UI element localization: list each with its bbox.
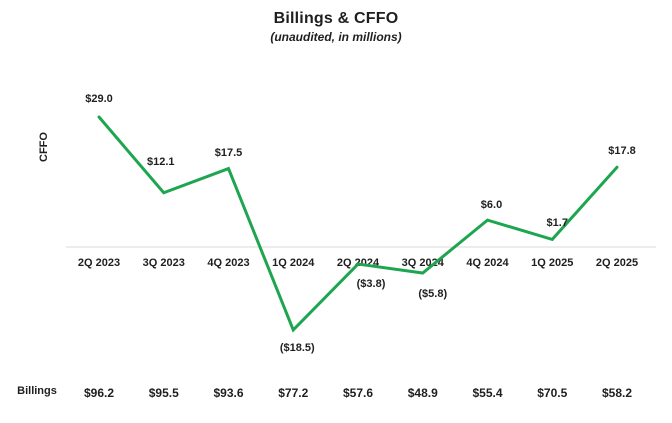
- cffo-data-label: $29.0: [85, 92, 113, 105]
- chart-subtitle: (unaudited, in millions): [270, 30, 402, 44]
- cffo-data-label: ($18.5): [279, 341, 315, 354]
- billings-value: $95.5: [148, 386, 179, 400]
- billings-value: $77.2: [278, 386, 309, 400]
- cffo-data-label: $1.7: [546, 217, 568, 230]
- cffo-data-label: $17.8: [608, 145, 636, 158]
- billings-value: $93.6: [213, 386, 244, 400]
- category-label: 1Q 2025: [531, 257, 574, 269]
- cffo-data-label: $17.5: [214, 146, 243, 159]
- cffo-series-line: [97, 115, 619, 333]
- category-label: 4Q 2023: [207, 257, 250, 269]
- category-label: 4Q 2024: [466, 257, 509, 269]
- billings-row-label: Billings: [17, 385, 57, 397]
- category-label: 3Q 2023: [142, 257, 185, 269]
- category-label: 2Q 2023: [77, 257, 121, 269]
- category-label: 1Q 2024: [272, 257, 315, 269]
- billings-value: $96.2: [83, 386, 115, 400]
- billings-value: $58.2: [601, 386, 633, 400]
- billings-value: $70.5: [537, 386, 568, 400]
- chart-title: Billings & CFFO: [273, 10, 399, 27]
- cffo-data-label: ($3.8): [356, 278, 386, 291]
- billings-value: $55.4: [472, 386, 503, 400]
- billings-value: $57.6: [342, 386, 374, 400]
- billings-value: $48.9: [407, 386, 438, 400]
- cffo-data-label: $6.0: [480, 199, 503, 212]
- category-label: 2Q 2025: [595, 257, 639, 269]
- cffo-data-label: ($5.8): [418, 288, 448, 300]
- cffo-data-label: $12.1: [146, 155, 175, 168]
